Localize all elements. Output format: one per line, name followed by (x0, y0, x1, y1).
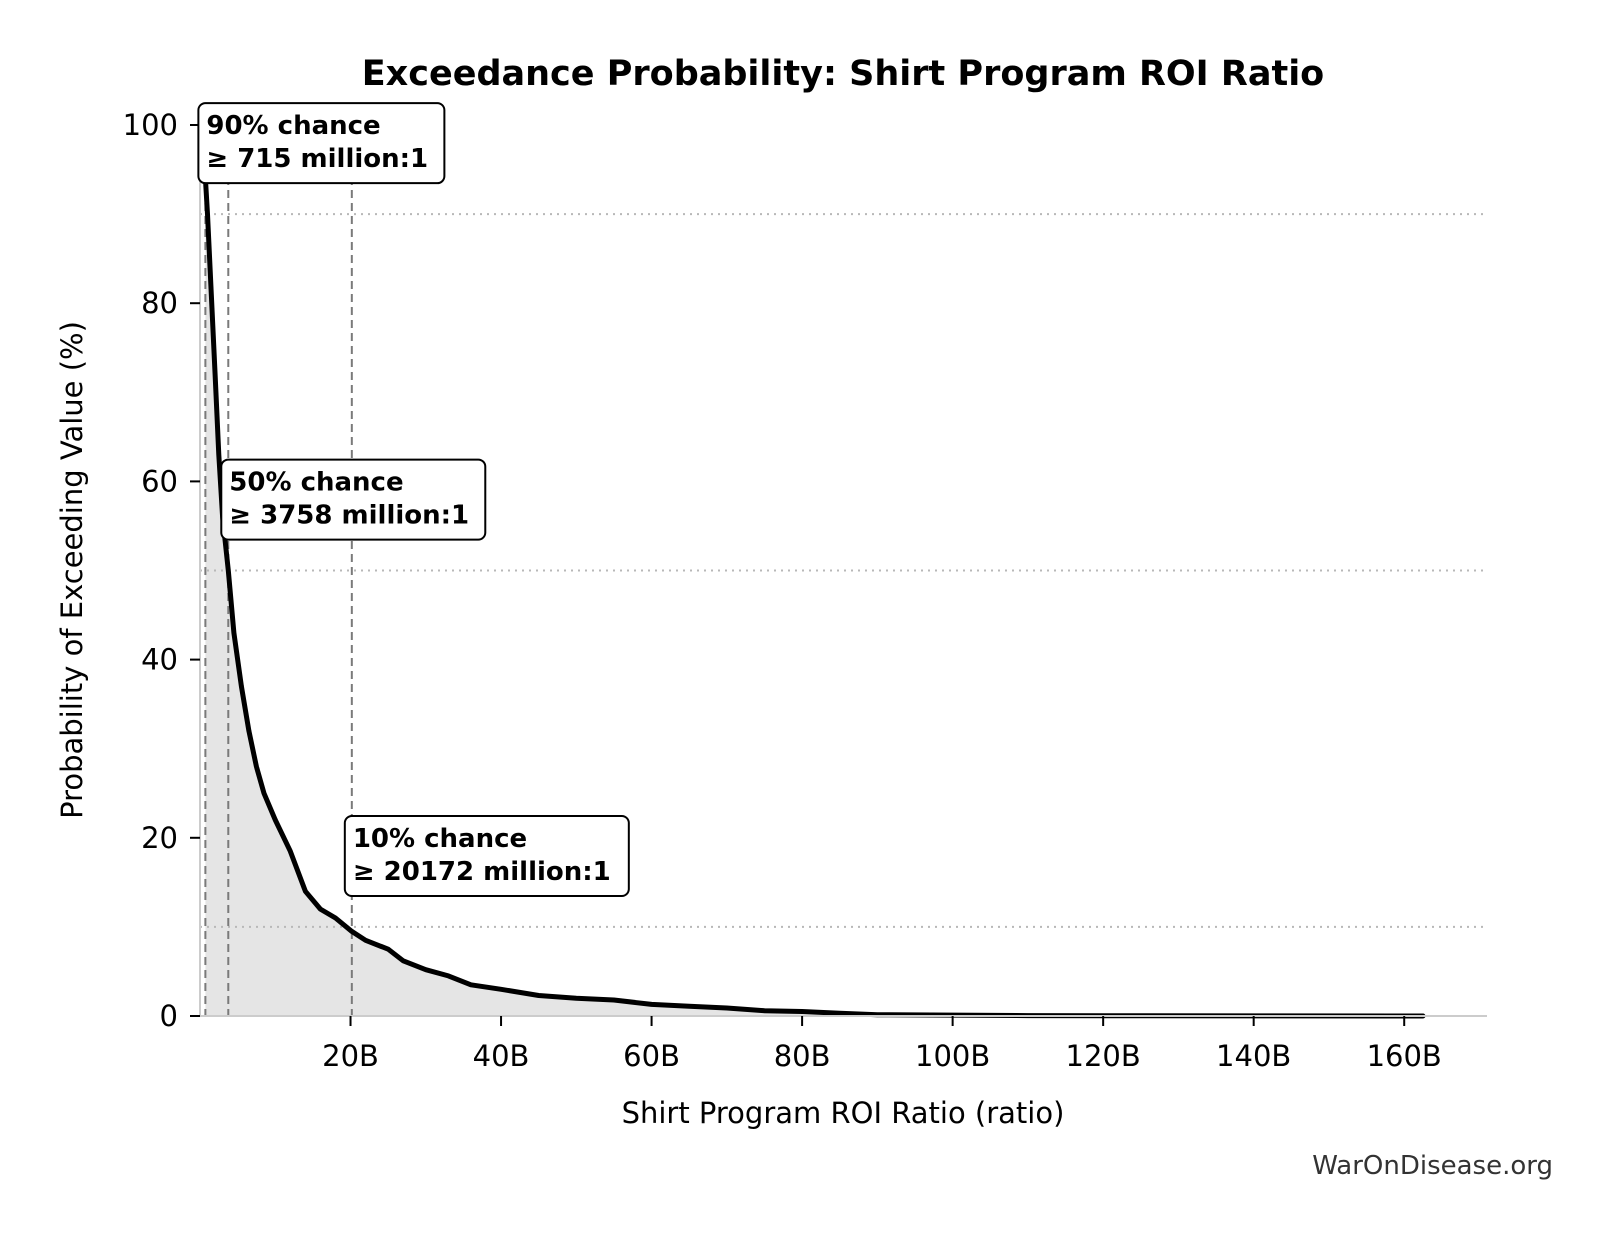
annotation-box-10 (343, 814, 630, 897)
y-tick-label: 0 (160, 999, 178, 1033)
y-tick-label: 80 (141, 286, 178, 320)
plot-area: 0 20 40 60 80 100 20B 40B 60B 80B 100B 120B 140B 160B… (123, 102, 1487, 1073)
exceedance-area (205, 178, 1423, 1016)
y-axis-label: Probability of Exceeding Value (%) (55, 321, 89, 819)
y-tick-label: 100 (123, 108, 178, 142)
annotation-line1-10: 10% chance (353, 824, 527, 854)
annotation-line2-90: ≥ 715 million:1 (206, 144, 428, 174)
exceedance-curve (202, 176, 1426, 1019)
annotation-box-50 (220, 458, 487, 541)
chart-title: Exceedance Probability: Shirt Program RO… (362, 54, 1324, 94)
y-tick-label: 20 (141, 821, 178, 855)
x-tick-label: 100B (915, 1039, 990, 1073)
x-tick-label: 140B (1216, 1039, 1291, 1073)
x-tick-label: 60B (623, 1039, 680, 1073)
x-tick-label: 120B (1066, 1039, 1141, 1073)
y-tick-label: 40 (141, 643, 178, 677)
x-tick-label: 80B (774, 1039, 831, 1073)
annotation-line1-50: 50% chance (229, 468, 403, 498)
y-tick-label: 60 (141, 464, 178, 498)
annotation-box-90 (197, 102, 446, 185)
annotation-line2-50: ≥ 3758 million:1 (229, 501, 469, 531)
annotation-line2-10: ≥ 20172 million:1 (353, 857, 611, 887)
x-axis-label: Shirt Program ROI Ratio (ratio) (622, 1096, 1065, 1130)
watermark: WarOnDisease.org (1312, 1151, 1553, 1181)
x-tick-label: 160B (1367, 1039, 1442, 1073)
x-tick-label: 40B (473, 1039, 530, 1073)
annotation-line1-90: 90% chance (206, 111, 380, 141)
x-tick-label: 20B (322, 1039, 379, 1073)
